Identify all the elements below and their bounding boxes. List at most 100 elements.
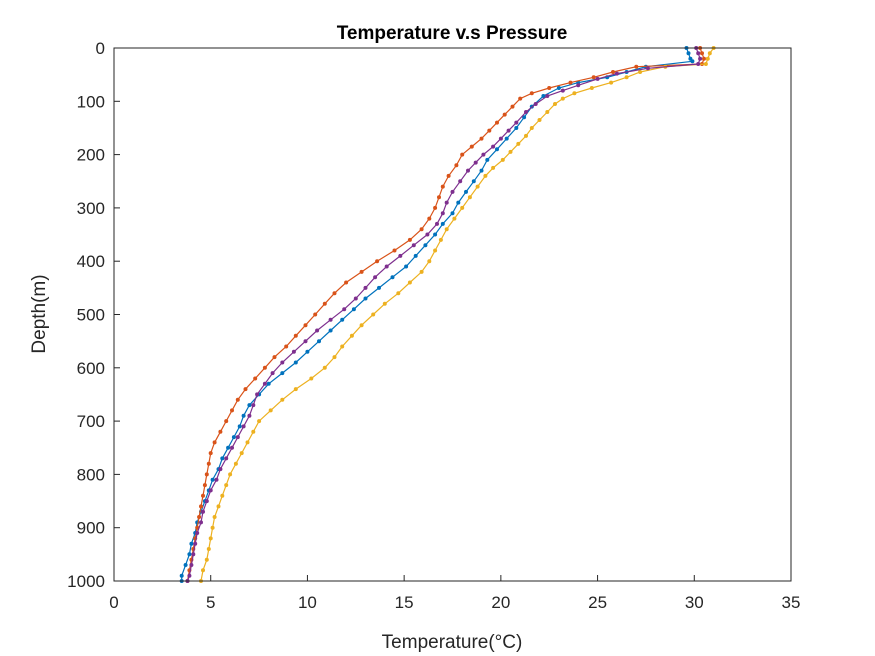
data-point bbox=[313, 312, 318, 317]
data-point bbox=[516, 141, 521, 146]
data-point bbox=[514, 120, 519, 125]
data-point bbox=[609, 80, 614, 85]
x-tick-label: 15 bbox=[395, 593, 414, 612]
data-point bbox=[199, 520, 203, 525]
data-point bbox=[634, 64, 639, 69]
series-line bbox=[186, 47, 701, 582]
data-point bbox=[485, 157, 490, 162]
data-point bbox=[206, 547, 211, 551]
data-point bbox=[230, 445, 234, 450]
data-point bbox=[425, 232, 430, 237]
data-point bbox=[342, 307, 347, 312]
data-point bbox=[624, 75, 629, 80]
data-point bbox=[208, 488, 213, 493]
data-point bbox=[479, 168, 484, 173]
data-point bbox=[349, 333, 354, 338]
data-point bbox=[396, 291, 401, 296]
data-point bbox=[204, 499, 209, 504]
data-point bbox=[686, 51, 691, 56]
data-point bbox=[435, 221, 439, 226]
data-point bbox=[506, 128, 511, 133]
data-point bbox=[498, 136, 503, 141]
series-layer bbox=[179, 46, 716, 583]
y-tick-label: 1000 bbox=[67, 572, 105, 591]
data-point bbox=[427, 259, 432, 264]
data-point bbox=[375, 259, 380, 264]
data-point bbox=[433, 205, 438, 210]
data-point bbox=[328, 328, 333, 333]
data-point bbox=[529, 91, 534, 96]
data-point bbox=[533, 102, 538, 106]
data-point bbox=[568, 80, 573, 85]
data-point bbox=[245, 440, 250, 445]
data-point bbox=[255, 392, 260, 397]
data-point bbox=[560, 96, 565, 101]
data-point bbox=[251, 403, 256, 408]
data-point bbox=[193, 541, 198, 546]
data-point bbox=[197, 515, 202, 519]
data-point bbox=[427, 216, 432, 221]
data-point bbox=[556, 86, 561, 90]
plot-area bbox=[114, 48, 791, 581]
data-point bbox=[220, 493, 225, 498]
data-point bbox=[247, 413, 252, 418]
data-point bbox=[373, 275, 378, 280]
x-tick-label: 0 bbox=[109, 593, 118, 612]
data-point bbox=[444, 227, 449, 232]
data-point bbox=[220, 456, 225, 461]
data-point bbox=[423, 243, 428, 248]
data-point bbox=[502, 112, 507, 117]
data-point bbox=[243, 387, 248, 392]
data-point bbox=[411, 243, 416, 248]
data-point bbox=[237, 424, 242, 429]
data-point bbox=[466, 168, 470, 173]
data-point bbox=[377, 285, 381, 290]
data-point bbox=[705, 56, 710, 61]
data-point bbox=[398, 253, 403, 258]
data-point bbox=[504, 136, 509, 141]
data-point bbox=[508, 149, 513, 154]
data-point bbox=[702, 56, 706, 61]
data-point bbox=[547, 86, 552, 90]
data-point bbox=[231, 435, 236, 440]
data-point bbox=[251, 429, 256, 434]
data-point bbox=[495, 147, 499, 152]
data-point bbox=[514, 126, 519, 130]
data-point bbox=[195, 531, 200, 535]
y-tick-label: 100 bbox=[77, 92, 105, 111]
data-point bbox=[419, 227, 424, 232]
data-point bbox=[199, 504, 203, 509]
data-point bbox=[545, 94, 550, 98]
data-point bbox=[698, 56, 703, 61]
data-point bbox=[419, 269, 424, 274]
data-point bbox=[212, 440, 217, 445]
series-3 bbox=[199, 46, 716, 583]
data-point bbox=[440, 211, 445, 216]
data-point bbox=[284, 344, 289, 349]
data-point bbox=[210, 477, 215, 482]
data-point bbox=[473, 160, 478, 165]
data-point bbox=[524, 133, 528, 138]
data-point bbox=[216, 504, 221, 509]
data-point bbox=[495, 120, 499, 125]
data-point bbox=[469, 144, 474, 149]
data-point bbox=[253, 376, 258, 381]
data-point bbox=[303, 339, 308, 344]
series-line bbox=[186, 47, 705, 582]
data-point bbox=[645, 66, 650, 71]
data-point bbox=[456, 200, 461, 205]
data-point bbox=[303, 323, 308, 328]
data-point bbox=[384, 264, 389, 269]
data-point bbox=[280, 397, 285, 402]
data-point bbox=[440, 221, 445, 226]
x-axis-label: Temperature(°C) bbox=[382, 632, 523, 653]
data-point bbox=[268, 408, 273, 413]
data-point bbox=[201, 568, 205, 573]
y-tick-label: 500 bbox=[77, 306, 105, 325]
data-point bbox=[328, 317, 333, 322]
data-point bbox=[444, 200, 449, 205]
data-point bbox=[332, 355, 337, 360]
data-point bbox=[183, 563, 188, 567]
data-point bbox=[179, 573, 184, 578]
data-point bbox=[187, 573, 192, 578]
